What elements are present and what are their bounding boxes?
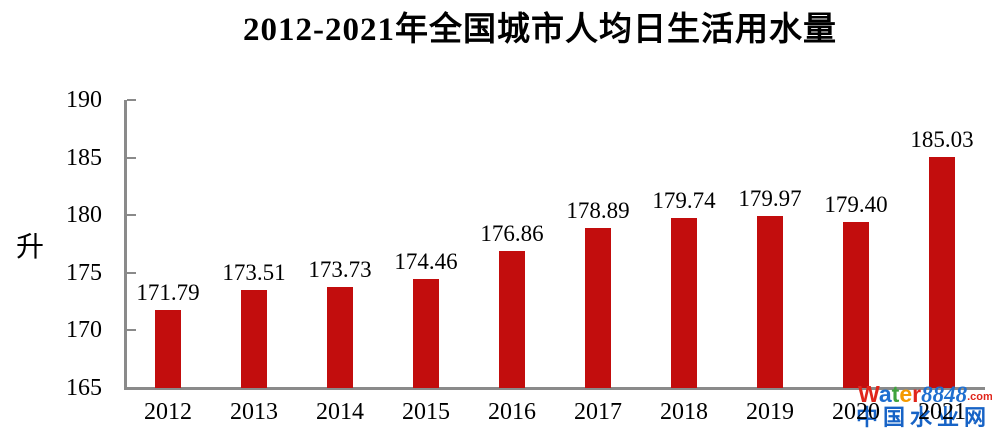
- bar-2021: [929, 157, 955, 388]
- watermark-logo-suffix: .com: [967, 391, 992, 403]
- y-axis-tick: [127, 214, 136, 217]
- y-axis-tick: [127, 329, 136, 332]
- y-axis-tick: [127, 156, 136, 159]
- watermark-letter: a: [878, 381, 892, 407]
- watermark-letter: e: [899, 381, 913, 407]
- y-axis-tick: [127, 271, 136, 274]
- bar-2014: [327, 287, 353, 388]
- y-tick-label: 190: [66, 87, 102, 113]
- watermark-logo-number: 8848: [921, 382, 968, 407]
- bar-2018: [671, 218, 697, 388]
- value-label-2012: 171.79: [136, 279, 200, 305]
- watermark-letter: W: [858, 381, 879, 407]
- value-label-2020: 179.40: [824, 192, 888, 218]
- x-tick-label-2021: 2021: [918, 399, 966, 425]
- y-axis-tick: [127, 99, 136, 101]
- x-tick-label-2015: 2015: [402, 399, 450, 425]
- x-tick-label-2019: 2019: [746, 399, 794, 425]
- y-axis-title: 升: [16, 232, 45, 263]
- bar-2017: [585, 227, 611, 388]
- y-tick-label: 175: [66, 259, 102, 286]
- y-axis-tick: [127, 387, 136, 389]
- y-tick-label: 170: [66, 317, 102, 344]
- value-label-2019: 179.97: [738, 185, 802, 211]
- watermark-letter: t: [891, 381, 900, 407]
- bar-2016: [499, 251, 525, 388]
- x-tick-label-2020: 2020: [832, 399, 880, 425]
- value-label-2015: 174.46: [394, 249, 458, 275]
- x-tick-label-2017: 2017: [574, 399, 622, 425]
- bar-2020: [843, 222, 869, 388]
- watermark-logo: Water8848.com: [858, 383, 992, 409]
- value-label-2016: 176.86: [480, 221, 544, 247]
- x-axis-line: [124, 387, 985, 390]
- x-tick-label-2016: 2016: [488, 399, 536, 425]
- value-label-2014: 173.73: [308, 257, 372, 283]
- bar-2015: [413, 279, 439, 388]
- chart-title: 2012-2021年全国城市人均日生活用水量: [243, 12, 837, 48]
- y-axis-line: [124, 100, 127, 390]
- value-label-2017: 178.89: [566, 197, 630, 223]
- bar-2012: [155, 309, 181, 388]
- value-label-2018: 179.74: [652, 188, 716, 214]
- y-tick-label: 180: [66, 202, 102, 229]
- value-label-2013: 173.51: [222, 259, 286, 285]
- x-tick-label-2018: 2018: [660, 399, 708, 425]
- y-tick-label: 185: [66, 144, 102, 171]
- bar-2019: [757, 215, 783, 388]
- watermark-caption: 中国水业网: [856, 405, 992, 430]
- x-tick-label-2014: 2014: [316, 399, 364, 425]
- bar-2013: [241, 289, 267, 388]
- watermark-logo-letters: Water: [858, 381, 921, 407]
- watermark-letter: r: [912, 381, 922, 407]
- y-tick-label: 165: [66, 375, 102, 401]
- x-tick-label-2013: 2013: [230, 399, 278, 425]
- x-tick-label-2012: 2012: [144, 399, 192, 425]
- value-label-2021: 185.03: [910, 127, 974, 153]
